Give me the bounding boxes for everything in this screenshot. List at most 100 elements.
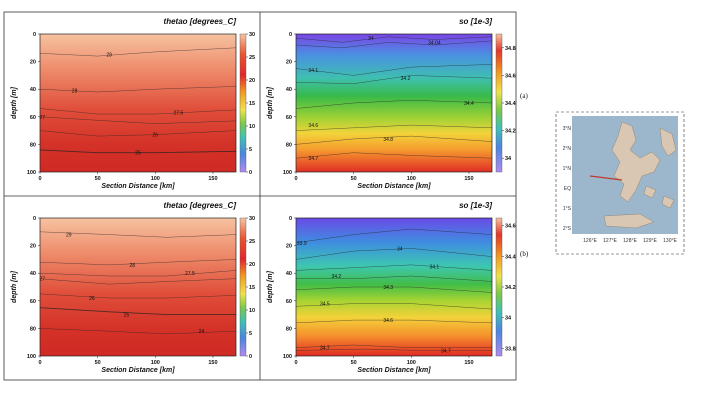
contour-label: 34.4 — [464, 101, 474, 107]
contour-line — [39, 307, 236, 316]
contour-line — [39, 149, 237, 154]
y-tick-label: 0 — [33, 216, 36, 222]
contour-line — [39, 328, 237, 335]
colorbar-tick-label: 33.8 — [505, 346, 516, 352]
panel-title: so [1e-3] — [459, 17, 492, 26]
colorbar-tick-label: 30 — [249, 216, 255, 222]
y-tick-label: 40 — [286, 87, 292, 93]
x-tick-label: 150 — [464, 176, 473, 182]
x-tick-label: 150 — [464, 360, 473, 366]
x-axis-label: Section Distance [km] — [357, 183, 431, 190]
colorbar-tick-label: 34.8 — [505, 46, 516, 52]
colorbar-tick-label: 34.2 — [505, 285, 516, 291]
contour-label: 34.6 — [383, 318, 393, 324]
y-tick-label: 0 — [289, 32, 292, 38]
y-tick-label: 80 — [30, 142, 36, 148]
panel-title: thetao [degrees_C] — [164, 17, 237, 26]
map-lon-label: 127°E — [603, 238, 617, 244]
plot-field — [40, 218, 236, 356]
plot-frame — [295, 33, 493, 173]
y-axis-label: depth [m] — [11, 86, 18, 119]
colorbar-tick-label: 0 — [249, 170, 252, 176]
contour-label: 34.1 — [429, 264, 439, 270]
contour-label: 26 — [89, 296, 95, 302]
y-tick-label: 100 — [27, 170, 36, 176]
map-lon-label: 129°E — [643, 238, 657, 244]
contour-line — [295, 286, 493, 293]
y-tick-label: 60 — [30, 299, 36, 305]
contour-label: 34.7 — [308, 156, 318, 162]
y-tick-label: 0 — [33, 32, 36, 38]
colorbar-tick-label: 30 — [249, 32, 255, 38]
x-tick-label: 50 — [95, 176, 101, 182]
panel-a-so: so [1e-3] 34 34.04 34.1 34.2 34.4 34.6 34.8 34.7… — [267, 17, 517, 190]
x-tick-label: 0 — [38, 360, 41, 366]
plot-frame — [295, 217, 493, 357]
contour-line — [295, 348, 492, 351]
x-tick-label: 100 — [407, 360, 416, 366]
map-lat-label: 2°N — [563, 146, 572, 152]
contour-line — [39, 259, 237, 266]
y-tick-label: 80 — [286, 142, 292, 148]
x-tick-label: 150 — [208, 360, 217, 366]
colorbar-tick-label: 25 — [249, 55, 255, 61]
contour-line — [295, 99, 493, 109]
colorbar — [495, 33, 503, 173]
y-tick-label: 40 — [286, 271, 292, 277]
inset-map: 3°N 2°N 1°N EQ 1°S 2°S 126°E 127°E 128°E 129°E 13… — [555, 111, 685, 255]
x-tick-label: 0 — [38, 176, 41, 182]
contour-line — [295, 319, 493, 324]
y-axis-label: depth [m] — [267, 270, 274, 303]
colorbar-tick-label: 34.6 — [505, 73, 516, 79]
plot-frame — [39, 33, 237, 173]
contour-label: 34.7 — [320, 346, 330, 352]
contour-label: 29 — [106, 53, 112, 59]
contour-line — [295, 228, 493, 244]
colorbar-tick-label: 15 — [249, 285, 255, 291]
panel-b-so: so [1e-3] 33.9 34 34.1 34.2 34.3 34.5 34.6 34.7 3… — [267, 201, 517, 374]
colorbar-tick-label: 5 — [249, 147, 252, 153]
panel-title: so [1e-3] — [459, 201, 492, 210]
contour-line — [295, 135, 493, 145]
colorbar-tick-label: 25 — [249, 239, 255, 245]
plot-frame — [39, 217, 237, 357]
contour-label: 34.6 — [308, 123, 318, 129]
x-tick-label: 150 — [208, 176, 217, 182]
colorbar-tick-label: 34.2 — [505, 129, 516, 135]
contour-label: 34.1 — [308, 68, 318, 74]
contour-label: 27.5 — [185, 271, 195, 277]
y-tick-label: 60 — [286, 299, 292, 305]
contour-line — [295, 64, 493, 76]
plot-field — [40, 34, 236, 172]
y-tick-label: 20 — [286, 60, 292, 66]
contour-label: 34.2 — [331, 274, 341, 280]
y-tick-label: 80 — [286, 326, 292, 332]
contour-label: 34 — [397, 246, 403, 252]
x-tick-label: 50 — [351, 360, 357, 366]
contour-line — [295, 40, 493, 49]
contour-label: 24 — [199, 329, 205, 335]
map-lon-label: 130°E — [663, 238, 677, 244]
contour-label: 34 — [368, 36, 374, 42]
y-tick-label: 20 — [30, 244, 36, 250]
panel-title: thetao [degrees_C] — [164, 201, 237, 210]
contour-line — [295, 264, 493, 271]
x-axis-label: Section Distance [km] — [357, 367, 431, 374]
x-tick-label: 50 — [95, 360, 101, 366]
contour-label: 28 — [72, 89, 78, 95]
colorbar — [239, 33, 247, 173]
y-tick-label: 40 — [30, 271, 36, 277]
contour-line — [295, 75, 493, 84]
colorbar-tick-label: 20 — [249, 262, 255, 268]
inset-map-land-islets — [643, 185, 675, 209]
contour-line — [39, 278, 237, 285]
map-lat-label: 2°S — [563, 226, 572, 232]
colorbar-tick-label: 34 — [505, 316, 512, 322]
contour-label: 34.2 — [401, 76, 411, 82]
y-tick-label: 80 — [30, 326, 36, 332]
contour-line — [39, 108, 237, 115]
contour-line — [295, 152, 493, 159]
